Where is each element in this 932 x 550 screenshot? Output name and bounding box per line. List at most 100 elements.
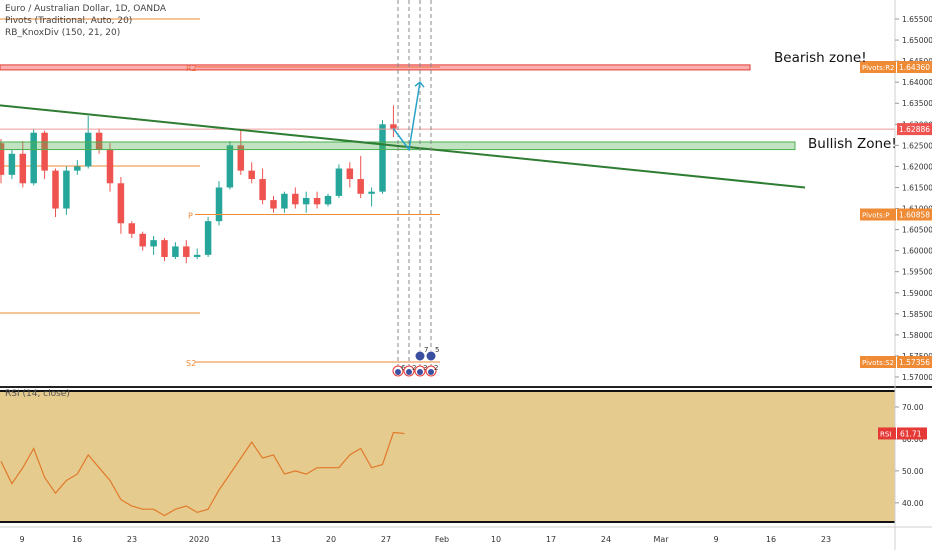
rsi-tag-value: 61.71 [900, 429, 922, 438]
price-tick-label: 1.58000 [902, 331, 932, 340]
price-tick-label: 1.63500 [902, 99, 932, 108]
price-tag-value-box [897, 61, 932, 74]
rsi-indicator-label[interactable]: RSI (14, close) [5, 389, 70, 399]
time-tick-label: 17 [546, 535, 556, 544]
price-tick-label: 1.60500 [902, 226, 932, 235]
knox-marker-bottom-count: 3 [423, 364, 427, 372]
candle-body [302, 198, 310, 205]
knox-marker-bottom-count: 2 [412, 364, 416, 372]
candle-body [379, 124, 386, 192]
price-tick-label: 1.65500 [902, 15, 932, 24]
price-tag-value-box [897, 123, 932, 136]
knox-marker-top [414, 350, 426, 362]
candle-body [41, 132, 48, 171]
rsi-tag-value-box [897, 427, 927, 440]
price-tick-label: 1.64000 [902, 78, 932, 87]
candle-body [324, 195, 332, 205]
price-tick-label: 1.59500 [902, 268, 932, 277]
knox-marker-bottom-core [406, 369, 412, 375]
knoxdiv-indicator-label[interactable]: RB_KnoxDiv (150, 21, 20) [5, 28, 121, 38]
time-tick-label: 27 [381, 535, 391, 544]
time-axis[interactable]: 9 16 23 2020 13 20 27 Feb 10 17 24 Mar 9 16 23 [19, 535, 831, 544]
knox-marker-bottom-core [395, 369, 401, 375]
pivot-r2-text: R2 [186, 64, 197, 73]
price-tag-value: 1.60858 [899, 211, 930, 220]
price-tag-name-box [860, 356, 896, 369]
descending-trendline [0, 104, 806, 189]
candle-body [259, 179, 266, 201]
rsi-tick-label: 50.00 [902, 467, 924, 476]
price-tick-label: 1.61500 [902, 183, 932, 192]
knox-marker-top-count: 7 [424, 346, 428, 354]
knox-marker-bottom-count: 6 [401, 364, 406, 372]
rsi-tick-label: 40.00 [902, 499, 924, 508]
candle-body [161, 240, 168, 257]
candle-body [8, 153, 16, 175]
price-tick-label: 1.59000 [902, 289, 932, 298]
time-tick-label: Feb [435, 535, 449, 544]
price-tick-label: 1.58500 [902, 310, 932, 319]
time-tick-label: 16 [766, 535, 776, 544]
bearish-zone-note: Bearish zone! [774, 50, 867, 66]
chart-title: Euro / Australian Dollar, 1D, OANDA [5, 4, 167, 14]
bullish-zone-note: Bullish Zone! [808, 136, 897, 152]
pivot-p-text: P [188, 212, 193, 221]
rsi-band [0, 391, 895, 522]
price-tick-label: 1.65000 [902, 36, 932, 45]
time-tick-label: 16 [72, 535, 82, 544]
candle-body [270, 200, 277, 209]
price-tag-value: 1.57356 [899, 358, 930, 367]
rsi-tick-label: 70.00 [902, 403, 924, 412]
knox-marker-top [425, 350, 437, 362]
candle-body [172, 246, 179, 257]
time-tick-label: 10 [491, 535, 501, 544]
candle-body [95, 132, 103, 150]
candle-body [237, 145, 245, 171]
rsi-line [0, 431, 405, 517]
candle-body [30, 132, 37, 184]
candle-body [313, 198, 321, 205]
candle-body [335, 168, 343, 196]
candle-body [183, 246, 190, 257]
price-axis[interactable]: 1.655001.650001.645001.640001.635001.630… [860, 15, 932, 382]
projected-path [392, 82, 421, 152]
pivots-indicator-label[interactable]: Pivots (Traditional, Auto, 20) [5, 16, 133, 26]
price-tag-name-box [860, 61, 896, 74]
price-tag-value-box [897, 356, 932, 369]
bearish-zone-box [0, 64, 751, 71]
candle-body [368, 191, 375, 194]
knox-marker-bottom-core [428, 369, 434, 375]
time-tick-label: Mar [653, 535, 669, 544]
candle-body [139, 233, 146, 247]
projected-arrowhead [414, 81, 425, 88]
time-tick-label: 24 [601, 535, 611, 544]
candle-body [106, 149, 114, 184]
time-tick-label: 9 [713, 535, 718, 544]
knox-marker-bottom-count: 2 [434, 364, 438, 372]
time-tick-label: 13 [271, 535, 281, 544]
candle-body [215, 187, 223, 222]
time-tick-label: 23 [821, 535, 831, 544]
price-tag-value: 1.62886 [899, 125, 930, 134]
rsi-pane[interactable] [0, 388, 895, 524]
price-tag-value-box [897, 208, 932, 221]
price-pane[interactable]: R2PS2756232 [0, 0, 895, 385]
price-tag-name: Pivots:R2 [862, 64, 895, 72]
knox-marker-top-count: 5 [435, 346, 439, 354]
rsi-tag-name-box [878, 427, 896, 440]
candle-body [226, 145, 234, 188]
candle-body [117, 183, 125, 224]
price-tick-label: 1.62000 [902, 162, 932, 171]
pivot-s2-text: S2 [186, 359, 196, 368]
time-tick-label: 20 [326, 535, 336, 544]
price-pane-bg [0, 0, 895, 385]
price-tick-label: 1.57000 [902, 373, 932, 382]
candles-group [0, 105, 397, 264]
candle-body [0, 143, 5, 175]
knox-marker-bottom-core [417, 369, 423, 375]
candle-body [128, 223, 136, 234]
price-tick-label: 1.60000 [902, 247, 932, 256]
overlay-group: R2PS2756232 [0, 0, 895, 377]
